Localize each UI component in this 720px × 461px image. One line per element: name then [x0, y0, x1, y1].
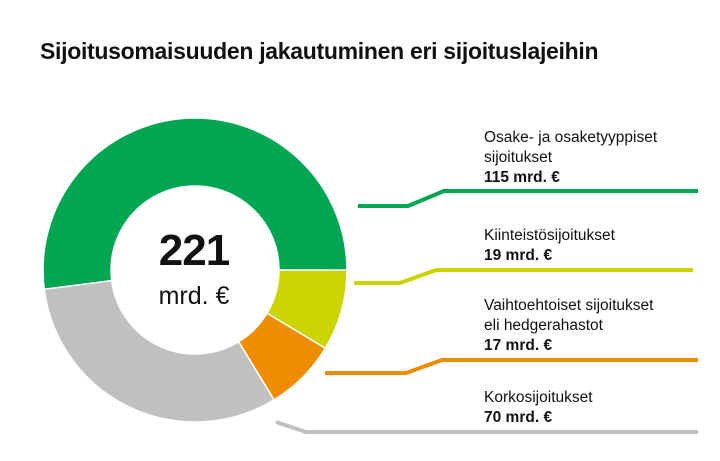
label-vaihtoehtoiset-name-1: Vaihtoehtoiset sijoitukset [484, 297, 654, 314]
label-kiinteisto-name: Kiinteistösijoitukset [484, 227, 615, 244]
center-unit: mrd. € [158, 282, 230, 310]
leader-lines [275, 189, 698, 434]
label-vaihtoehtoiset-name-2: eli hedgerahastot [484, 317, 603, 334]
label-osake-name-2: sijoitukset [484, 149, 553, 166]
label-korko-name: Korkosijoitukset [484, 389, 593, 406]
label-korko-value: 70 mrd. € [484, 409, 553, 426]
label-osake-name-1: Osake- ja osaketyyppiset [484, 129, 658, 146]
center-total: 221 [158, 226, 230, 275]
leader-line-vaihtoehtoiset [325, 358, 698, 375]
label-kiinteisto-value: 19 mrd. € [484, 247, 553, 264]
slice-korko [43, 279, 276, 423]
label-kiinteisto: Kiinteistösijoitukset 19 mrd. € [484, 226, 615, 266]
leader-line-kiinteisto [354, 268, 693, 285]
label-vaihtoehtoiset-value: 17 mrd. € [484, 337, 553, 354]
label-vaihtoehtoiset: Vaihtoehtoiset sijoitukset eli hedgeraha… [484, 296, 653, 356]
leader-line-korko [275, 420, 698, 434]
donut-slices [42, 117, 348, 423]
leader-line-osake [358, 189, 698, 208]
label-korko: Korkosijoitukset 70 mrd. € [484, 388, 593, 428]
label-osake-value: 115 mrd. € [484, 169, 560, 186]
slice-osake [42, 117, 348, 291]
chart-title: Sijoitusomaisuuden jakautuminen eri sijo… [40, 38, 599, 64]
label-osake: Osake- ja osaketyyppiset sijoitukset 115… [484, 128, 657, 188]
